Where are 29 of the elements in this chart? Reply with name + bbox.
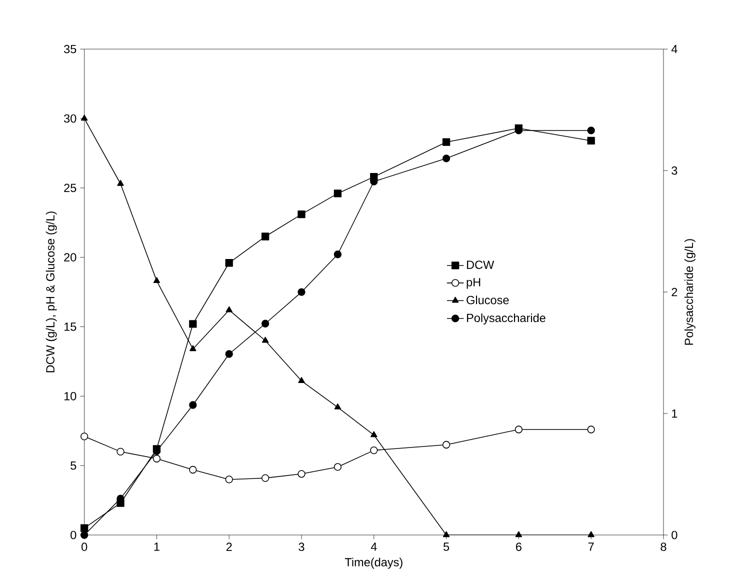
x-tick-label: 1 [154, 542, 160, 551]
x-axis-title: Time(days) [344, 558, 402, 569]
x-tick-label: 2 [226, 542, 232, 551]
legend-label: Glucose [466, 296, 509, 304]
x-tick-label: 7 [588, 542, 594, 551]
y-axis-title: DCW (g/L), pH & Glucose (g/L) [46, 212, 57, 372]
y-tick-label: 0 [70, 530, 76, 540]
y-tick-label: 15 [64, 322, 76, 331]
x-tick-label: 6 [516, 542, 522, 551]
y2-axis-title: Polysaccharide (g/L) [684, 239, 696, 345]
legend-label: pH [466, 278, 480, 289]
x-tick-label: 3 [298, 542, 304, 551]
x-tick-label: 5 [444, 542, 450, 551]
x-tick-label: 8 [660, 542, 666, 551]
y2-tick-label: 3 [672, 166, 678, 175]
y-tick-label: 25 [64, 184, 76, 192]
y2-tick-label: 0 [672, 530, 678, 540]
y-tick-label: 10 [64, 392, 76, 400]
y2-tick-label: 1 [672, 409, 678, 418]
y2-tick-label: 4 [671, 45, 678, 54]
y2-tick-label: 2 [672, 288, 678, 296]
y-tick-label: 30 [64, 114, 76, 123]
x-tick-label: 4 [370, 542, 377, 551]
y-tick-label: 35 [64, 44, 76, 54]
y-tick-label: 5 [70, 461, 76, 470]
legend-label: DCW [467, 260, 494, 269]
x-tick-label: 0 [82, 542, 88, 551]
legend-label: Polysaccharide [467, 313, 546, 324]
y-tick-label: 20 [64, 253, 76, 262]
